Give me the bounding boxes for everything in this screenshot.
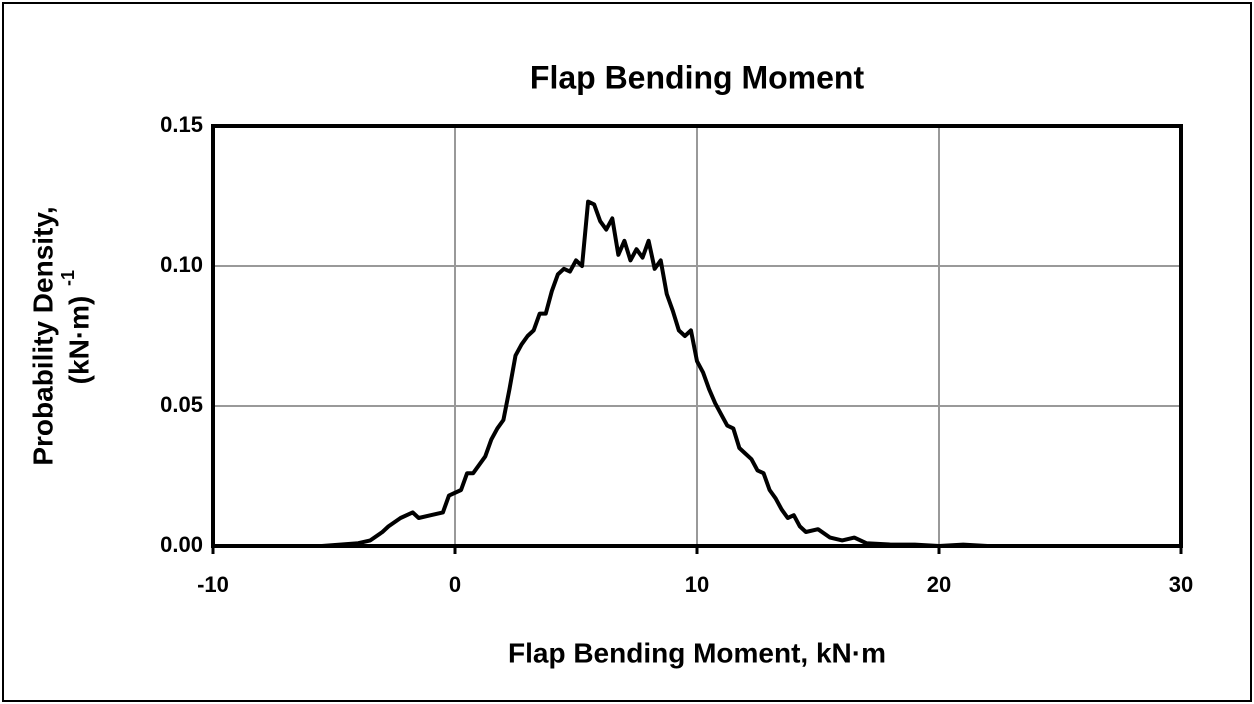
plot-area [211, 124, 1183, 548]
y-tick-label: 0.10 [160, 252, 203, 277]
x-tick-label: 30 [1169, 572, 1193, 597]
y-tick-label: 0.05 [160, 392, 203, 417]
y-tick-label: 0.00 [160, 532, 203, 557]
y-axis-label-superscript: -1 [58, 270, 78, 286]
chart-title: Flap Bending Moment [530, 59, 865, 95]
x-tick-label: 10 [685, 572, 709, 597]
y-axis-label-line: (kN·m) [63, 296, 94, 385]
data-line [321, 199, 1181, 548]
x-tick-label: -10 [197, 572, 229, 597]
x-tick-label: 20 [927, 572, 951, 597]
x-axis-label: Flap Bending Moment, kN·m [508, 637, 886, 668]
x-tick-label: 0 [449, 572, 461, 597]
y-axis-label-line: Probability Density, [27, 206, 58, 465]
y-axis-label: Probability Density, (kN·m) -1 [27, 206, 94, 465]
y-tick-label: 0.15 [160, 112, 203, 137]
